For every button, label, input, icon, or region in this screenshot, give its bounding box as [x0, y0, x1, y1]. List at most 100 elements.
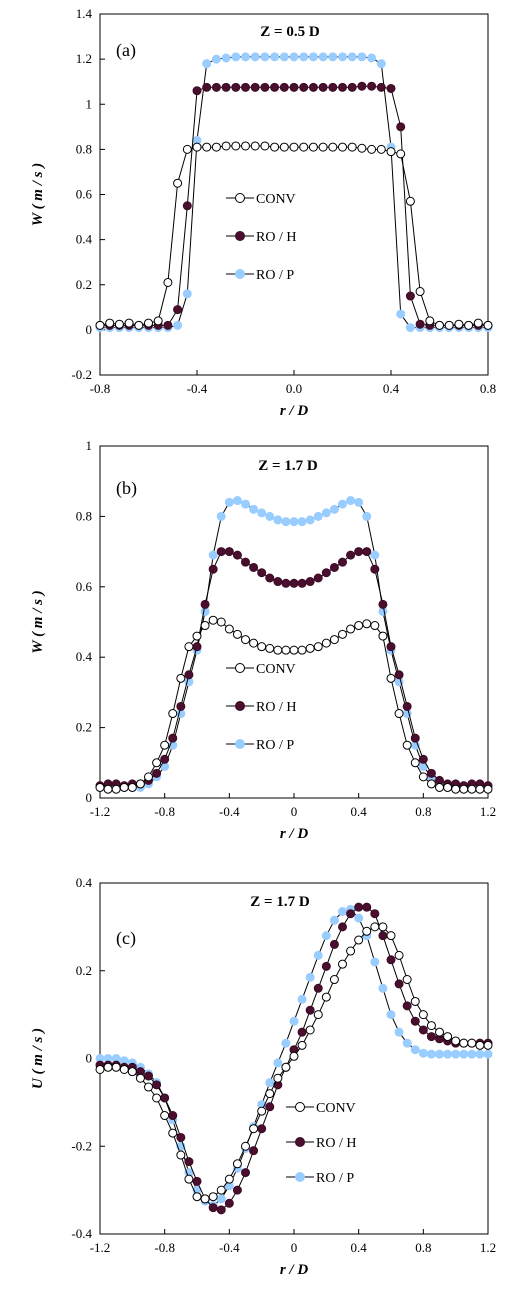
data-point	[410, 758, 420, 768]
data-point	[338, 629, 347, 639]
data-point	[168, 1111, 178, 1121]
data-point	[232, 496, 242, 506]
data-point	[192, 642, 202, 652]
data-point	[376, 59, 386, 69]
legend-entry: RO / H	[256, 700, 296, 715]
data-point	[297, 517, 307, 527]
series-conv	[95, 922, 493, 1204]
data-point	[232, 1159, 242, 1169]
data-point	[232, 550, 242, 560]
data-point	[216, 1185, 226, 1195]
data-point	[241, 557, 250, 567]
x-tick-label: -1.2	[90, 804, 111, 819]
legend-marker	[235, 739, 245, 749]
data-point	[308, 142, 318, 152]
data-point	[418, 1010, 428, 1020]
data-point	[354, 547, 364, 557]
data-point	[378, 922, 388, 932]
data-point	[321, 931, 331, 941]
x-tick-label: -0.4	[187, 381, 208, 396]
data-point	[386, 1010, 396, 1020]
data-point	[370, 922, 380, 932]
data-point	[451, 784, 461, 794]
data-point	[394, 709, 404, 719]
data-point	[451, 1036, 461, 1046]
data-point	[289, 1016, 299, 1026]
series-line	[99, 926, 488, 1200]
x-tick-label: 0.0	[286, 381, 302, 396]
data-point	[415, 319, 425, 329]
data-point	[163, 320, 173, 330]
data-point	[249, 1124, 259, 1134]
x-tick-label: -0.8	[90, 381, 111, 396]
data-point	[260, 52, 270, 62]
data-point	[249, 1146, 259, 1156]
data-point	[289, 578, 299, 588]
data-point	[160, 1093, 170, 1103]
data-point	[329, 939, 339, 949]
data-point	[483, 1049, 493, 1059]
data-point	[216, 1205, 226, 1215]
panel-label: (a)	[116, 40, 136, 61]
data-point	[328, 82, 338, 92]
data-point	[153, 316, 163, 326]
data-point	[299, 52, 309, 62]
y-tick-label: 0.4	[76, 875, 93, 890]
data-point	[208, 1192, 218, 1202]
data-point	[184, 1174, 194, 1184]
data-point	[467, 1038, 477, 1048]
data-point	[200, 621, 210, 631]
data-point	[231, 141, 241, 151]
data-point	[241, 1141, 250, 1151]
data-point	[410, 1016, 420, 1026]
data-point	[208, 564, 218, 574]
data-point	[396, 309, 406, 319]
data-point	[308, 52, 318, 62]
data-point	[305, 643, 315, 653]
data-point	[346, 624, 356, 634]
data-point	[202, 82, 212, 92]
data-point	[211, 82, 221, 92]
data-point	[402, 975, 412, 985]
data-point	[281, 1062, 291, 1072]
data-point	[160, 740, 170, 750]
data-point	[299, 82, 309, 92]
data-point	[418, 772, 428, 782]
data-point	[305, 577, 315, 587]
data-point	[152, 768, 162, 778]
y-axis-label: W ( m / s )	[30, 163, 46, 226]
data-point	[346, 946, 356, 956]
chart-title: Z = 0.5 D	[260, 24, 320, 40]
data-point	[211, 54, 221, 64]
data-point	[405, 291, 415, 301]
data-point	[192, 1176, 202, 1186]
data-point	[347, 82, 357, 92]
data-point	[321, 508, 331, 518]
data-point	[231, 52, 241, 62]
data-point	[362, 926, 372, 936]
data-point	[273, 645, 283, 655]
data-point	[410, 996, 420, 1006]
data-point	[443, 782, 453, 792]
data-point	[144, 318, 153, 328]
data-point	[405, 323, 415, 333]
y-axis-label: U ( m / s )	[30, 1028, 46, 1089]
data-point	[297, 994, 307, 1004]
data-point	[134, 320, 144, 330]
data-point	[329, 915, 339, 925]
data-point	[265, 1102, 275, 1112]
data-point	[184, 1157, 194, 1167]
data-point	[415, 287, 425, 297]
data-point	[464, 320, 474, 330]
series-ro-h	[95, 902, 493, 1215]
data-point	[224, 1198, 234, 1208]
legend-entry: RO / H	[316, 1136, 356, 1151]
data-point	[111, 784, 121, 794]
data-point	[483, 1040, 493, 1050]
legend-entry: RO / P	[316, 1171, 354, 1186]
data-point	[367, 81, 377, 91]
data-point	[459, 784, 469, 794]
panel-label: (b)	[116, 478, 137, 499]
data-point	[192, 631, 202, 641]
data-point	[281, 517, 291, 527]
